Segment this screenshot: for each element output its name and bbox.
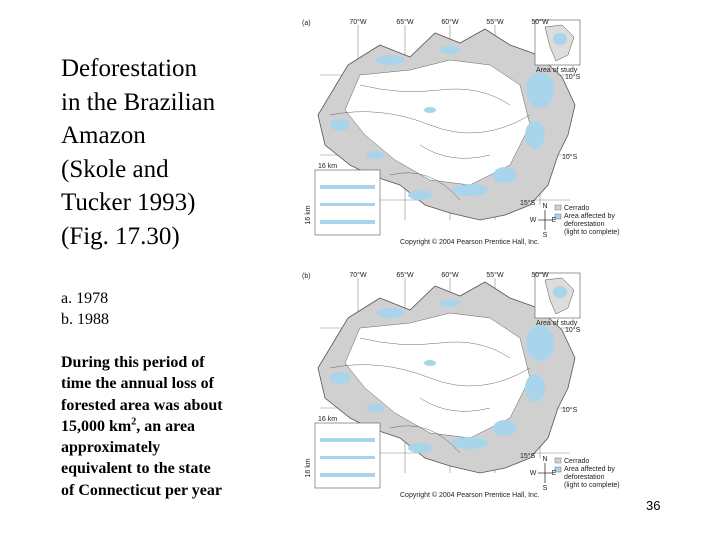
title-line: (Skole and (61, 155, 169, 183)
compass-label: E (552, 217, 557, 224)
scale-label: 16 km (305, 205, 312, 224)
scale-label: 16 km (305, 458, 312, 477)
longitude-label: 55°W (486, 18, 504, 26)
body-line: During this period of (61, 354, 205, 371)
longitude-label: 70°W (349, 271, 367, 279)
body-text: During this period of time the annual los… (61, 352, 223, 501)
title-line: in the Brazilian (61, 88, 216, 116)
title-line: Tucker 1993) (61, 189, 196, 216)
latitude-label: 10°S (565, 73, 581, 81)
latitude-label: 10°S (562, 153, 578, 161)
body-line: equivalent to the state (61, 460, 211, 478)
latitude-label: 10°S (562, 406, 578, 414)
body-line: 15,000 km2, an area (61, 416, 223, 437)
compass-label: N (542, 456, 547, 463)
panel-label: (b) (302, 273, 311, 280)
legend-label: Cerrado (564, 205, 589, 212)
longitude-label: 65°W (396, 18, 414, 26)
longitude-label: 65°W (396, 271, 414, 279)
scale-label: 16 km (318, 163, 337, 170)
title-line: Amazon (61, 122, 146, 149)
years: a. 1978 b. 1988 (61, 288, 109, 330)
panel-label: (a) (302, 20, 311, 27)
body-text-part: 15,000 km (61, 417, 132, 435)
title-line: (Fig. 17.30) (61, 222, 180, 250)
copyright: Copyright © 2004 Pearson Prentice Hall, … (400, 238, 539, 246)
compass-label: W (530, 470, 537, 477)
body-line: time the annual loss of (61, 375, 214, 393)
title: Deforestation in the Brazilian Amazon (Skol… (61, 52, 215, 253)
longitude-label: 50°W (531, 271, 549, 279)
copyright: Copyright © 2004 Pearson Prentice Hall, … (400, 491, 539, 499)
latitude-label: 15°S (520, 199, 536, 207)
map-a (315, 20, 580, 235)
longitude-label: 50°W (531, 18, 549, 26)
body-text-part: 2 (131, 416, 137, 428)
year-label: b. 1988 (61, 311, 109, 328)
longitude-label: 55°W (486, 271, 504, 279)
latitude-label: 10°S (565, 326, 581, 334)
page-number: 36 (646, 498, 661, 513)
body-line: of Connecticut per year (61, 481, 222, 499)
compass-label: N (542, 203, 547, 210)
inset-label: Area of study (536, 67, 578, 74)
longitude-label: 60°W (441, 271, 459, 279)
legend-label: Area affected by (564, 213, 615, 220)
compass-label: W (530, 217, 537, 224)
body-line: forested area was about (61, 396, 223, 414)
legend-label: Area affected by (564, 466, 615, 473)
legend-label: Cerrado (564, 458, 589, 465)
legend-label: deforestation (564, 474, 605, 481)
title-line: Deforestation (61, 55, 198, 82)
compass-label: E (552, 470, 557, 477)
body-text-part: , an area (136, 417, 196, 435)
body-line: approximately (61, 439, 161, 457)
longitude-label: 70°W (349, 18, 367, 26)
legend-label: (light to complete) (564, 229, 620, 236)
legend-label: deforestation (564, 221, 605, 228)
map-b (315, 273, 580, 488)
longitude-label: 60°W (441, 18, 459, 26)
compass-label: S (543, 232, 548, 239)
compass-label: S (543, 485, 548, 492)
latitude-label: 15°S (520, 452, 536, 460)
legend-label: (light to complete) (564, 482, 620, 489)
scale-label: 16 km (318, 416, 337, 423)
inset-label: Area of study (536, 320, 578, 327)
year-label: a. 1978 (61, 290, 109, 307)
